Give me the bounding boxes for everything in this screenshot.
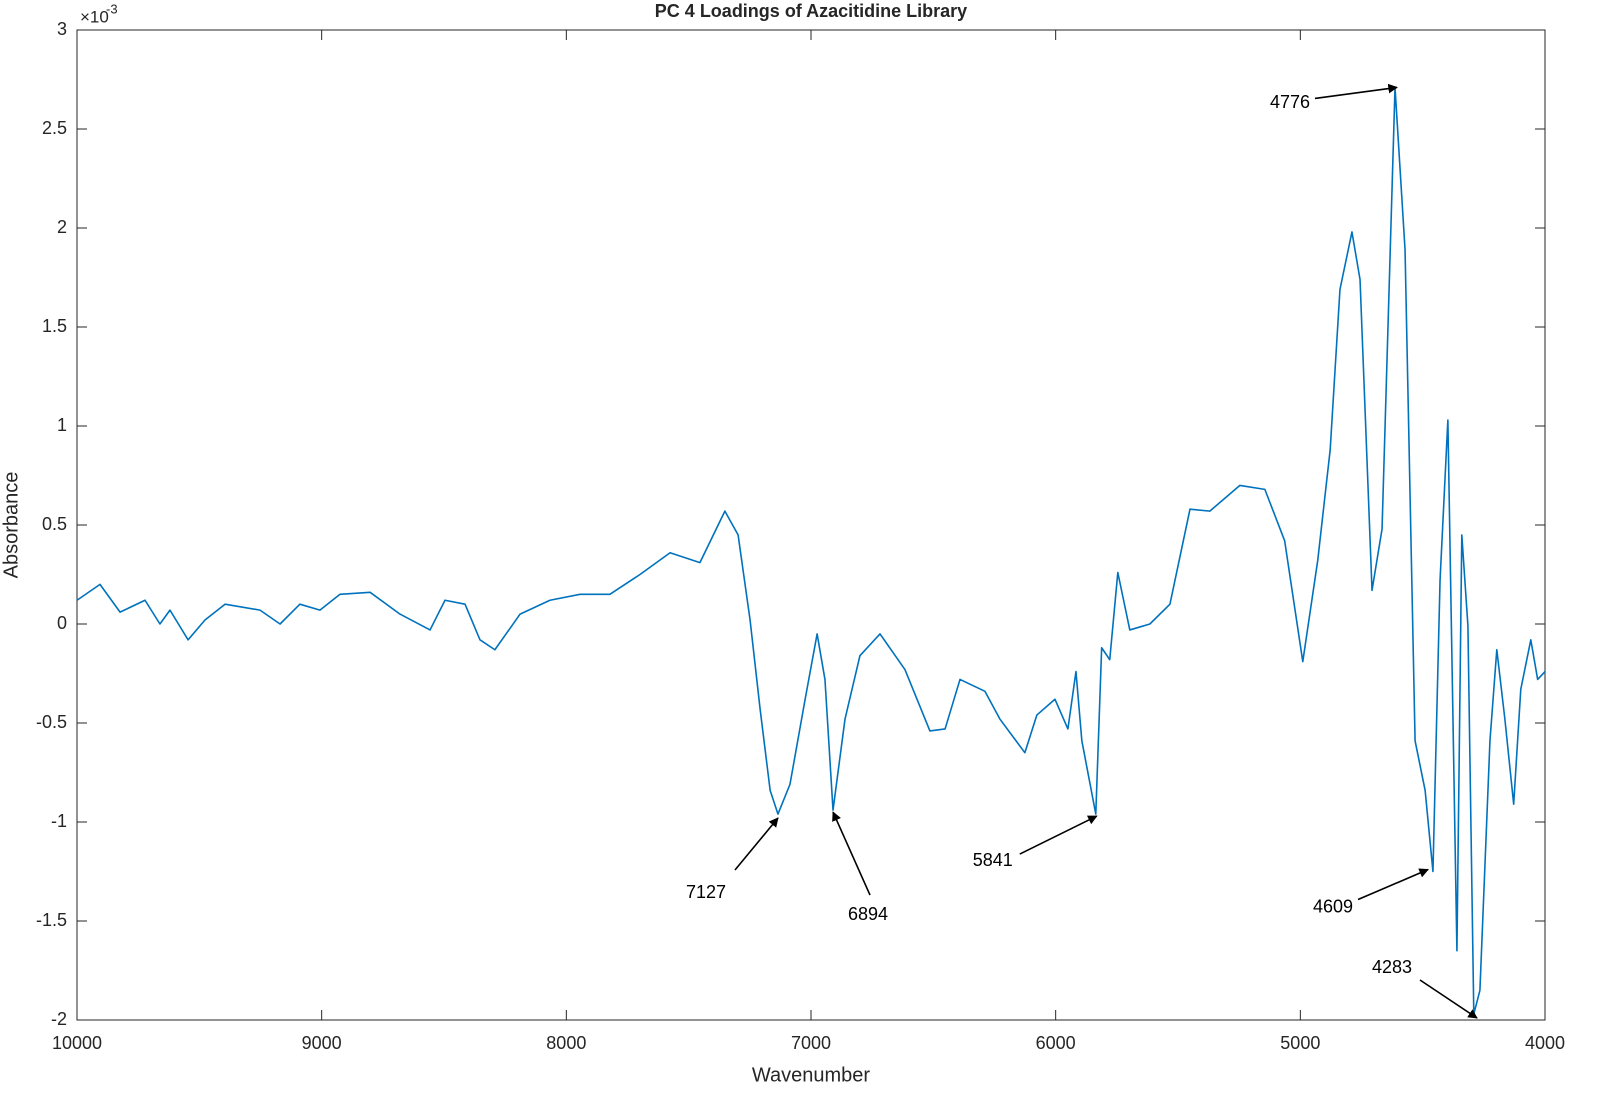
y-tick-label: 0 xyxy=(57,613,67,633)
y-tick-label: 3 xyxy=(57,19,67,39)
y-tick-label: -2 xyxy=(51,1009,67,1029)
y-tick-label: 0.5 xyxy=(42,514,67,534)
annotation-label: 5841 xyxy=(973,850,1013,870)
annotation-label: 7127 xyxy=(686,882,726,902)
annotation-label: 4609 xyxy=(1313,896,1353,916)
x-tick-label: 9000 xyxy=(302,1033,342,1053)
plot-area xyxy=(76,29,1546,1021)
x-tick-label: 10000 xyxy=(52,1033,102,1053)
y-tick-label: 2.5 xyxy=(42,118,67,138)
y-tick-label: -1.5 xyxy=(36,910,67,930)
y-tick-label: 1 xyxy=(57,415,67,435)
annotation-arrow xyxy=(1357,868,1429,901)
annotation-arrow xyxy=(1314,83,1398,100)
x-tick-label: 5000 xyxy=(1280,1033,1320,1053)
x-tick-label: 6000 xyxy=(1036,1033,1076,1053)
y-axis-label: Absorbance xyxy=(0,472,22,579)
annotation-label: 4283 xyxy=(1372,957,1412,977)
annotation-arrow xyxy=(1419,979,1478,1019)
chart-title: PC 4 Loadings of Azacitidine Library xyxy=(655,1,967,21)
annotation-arrow xyxy=(832,811,871,896)
x-tick-label: 8000 xyxy=(546,1033,586,1053)
y-tick-label: 1.5 xyxy=(42,316,67,336)
x-tick-label: 4000 xyxy=(1525,1033,1565,1053)
y-tick-label: 2 xyxy=(57,217,67,237)
y-tick-label: -1 xyxy=(51,811,67,831)
annotation-label: 6894 xyxy=(848,904,888,924)
y-exponent: -3 xyxy=(106,1,118,16)
y-multiplier: ×10 xyxy=(80,7,109,26)
annotation-arrow xyxy=(734,817,779,871)
data-line xyxy=(76,86,1546,1015)
annotation-arrow xyxy=(1019,815,1098,855)
annotation-label: 4776 xyxy=(1270,92,1310,112)
x-tick-label: 7000 xyxy=(791,1033,831,1053)
y-tick-label: -0.5 xyxy=(36,712,67,732)
x-axis-label: Wavenumber xyxy=(752,1064,871,1086)
